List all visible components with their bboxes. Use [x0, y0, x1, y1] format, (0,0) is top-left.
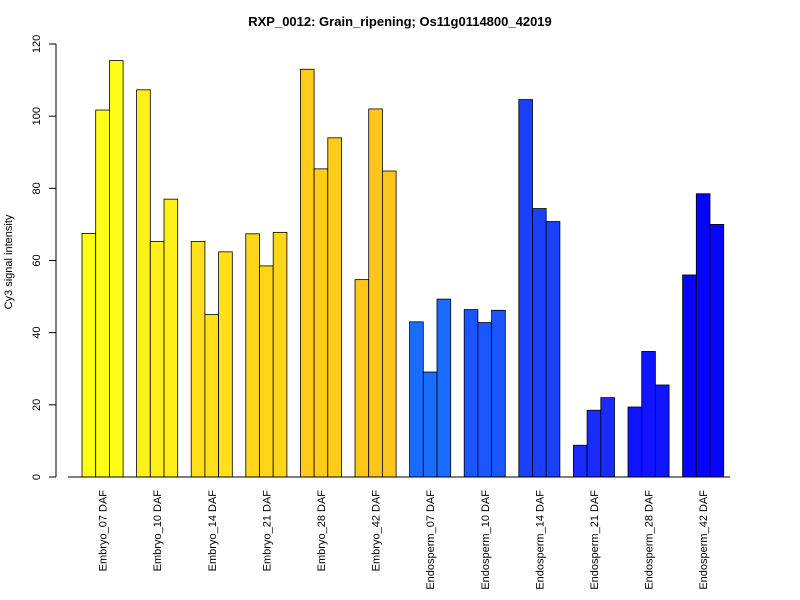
bar [163, 198, 179, 478]
category-label: Embryo_42 DAF [371, 490, 383, 572]
bar [695, 193, 711, 478]
category-label: Embryo_28 DAF [316, 490, 328, 572]
y-tick-label: 100 [31, 107, 43, 125]
bar [682, 274, 697, 478]
bar-group [354, 108, 397, 478]
bar [95, 109, 110, 478]
bar-group [463, 309, 506, 478]
bar [586, 409, 602, 478]
bar-group [627, 351, 670, 478]
y-tick-label: 80 [31, 182, 43, 194]
bar [218, 251, 233, 478]
bar [204, 314, 219, 478]
bar [149, 240, 165, 478]
category-label: Embryo_14 DAF [207, 490, 219, 572]
bar [190, 240, 206, 478]
bar [313, 168, 329, 478]
category-label: Endosperm_14 DAF [534, 490, 546, 590]
bar [81, 233, 97, 478]
y-tick-label: 60 [31, 254, 43, 266]
bar-group [518, 99, 561, 478]
category-label: Endosperm_21 DAF [589, 490, 601, 590]
bar-group [573, 397, 615, 478]
bar [600, 397, 615, 478]
bar [627, 406, 643, 478]
bar [368, 108, 383, 478]
bar [245, 233, 260, 478]
bar-group [245, 231, 288, 478]
bar-group [190, 240, 233, 478]
y-tick-label: 40 [31, 327, 43, 339]
bar [299, 68, 315, 478]
bar [655, 384, 670, 478]
y-tick-label: 120 [31, 35, 43, 53]
category-label: Endosperm_28 DAF [644, 490, 656, 590]
bar [422, 371, 438, 478]
bar [545, 221, 561, 478]
bar [381, 170, 397, 478]
bar [327, 137, 342, 478]
category-label: Endosperm_42 DAF [698, 490, 710, 590]
bar-group [299, 68, 342, 478]
y-axis: 0 20 40 60 80 100 120 [31, 35, 57, 480]
bar [518, 99, 533, 478]
bar [463, 309, 479, 478]
bars-group [81, 60, 725, 478]
bar [532, 208, 547, 478]
x-axis: Embryo_07 DAF Embryo_10 DAF Embryo_14 DAF E… [68, 476, 730, 590]
category-label: Endosperm_07 DAF [425, 490, 437, 590]
bar-group [409, 298, 452, 478]
y-axis-label: Cy3 signal intensity [3, 214, 15, 309]
bar-group [136, 89, 179, 478]
bar [573, 444, 588, 478]
bar [136, 89, 151, 478]
bar-group [682, 193, 725, 478]
bar [409, 321, 424, 478]
chart-title: RXP_0012: Grain_ripening; Os11g0114800_4… [248, 14, 552, 29]
bar-group [81, 60, 124, 478]
bar [491, 309, 506, 478]
category-label: Embryo_07 DAF [98, 490, 110, 572]
bar [259, 265, 274, 478]
bar [436, 298, 452, 478]
category-label: Embryo_21 DAF [261, 490, 273, 572]
bar [709, 224, 725, 478]
bar [109, 60, 124, 478]
category-label: Embryo_10 DAF [152, 490, 164, 572]
bar [272, 231, 288, 478]
y-tick-label: 0 [31, 474, 43, 480]
bar [641, 351, 656, 478]
y-tick-label: 20 [31, 399, 43, 411]
bar [354, 279, 370, 478]
category-label: Endosperm_10 DAF [480, 490, 492, 590]
bar [477, 322, 492, 478]
